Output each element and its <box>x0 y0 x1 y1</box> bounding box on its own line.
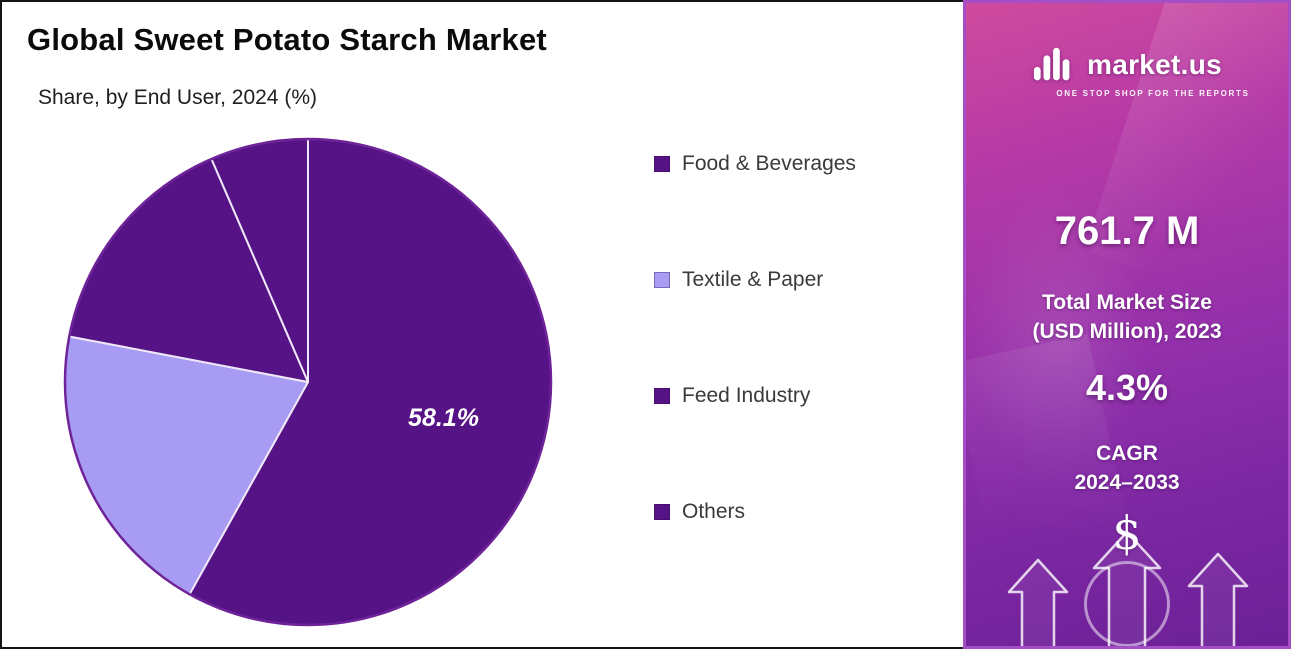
chart-legend: Food & Beverages Textile & Paper Feed In… <box>654 152 856 524</box>
legend-item-textile-paper: Textile & Paper <box>654 268 856 292</box>
legend-swatch <box>654 156 670 172</box>
legend-label: Food & Beverages <box>682 152 856 175</box>
cup-decoration <box>1084 561 1170 646</box>
legend-swatch <box>654 388 670 404</box>
legend-label: Others <box>682 500 746 523</box>
chart-area: Global Sweet Potato Starch Market Share,… <box>0 0 963 649</box>
pie-data-label: 58.1% <box>408 404 479 432</box>
page-title: Global Sweet Potato Starch Market <box>27 22 547 57</box>
market-size-value: 761.7 M <box>1054 209 1200 253</box>
market-size-label: Total Market Size (USD Million), 2023 <box>966 289 1288 347</box>
legend-swatch <box>654 504 670 520</box>
cagr-value: 4.3% <box>1085 367 1169 408</box>
cagr-label-line1: CAGR <box>1096 442 1158 465</box>
legend-item-feed-industry: Feed Industry <box>654 384 856 408</box>
legend-item-food-beverages: Food & Beverages <box>654 152 856 176</box>
marketus-logo-icon <box>1033 47 1070 81</box>
legend-label: Textile & Paper <box>682 268 824 291</box>
market-size-label-line2: (USD Million), 2023 <box>1032 319 1222 343</box>
market-size-label-line1: Total Market Size <box>1042 291 1212 314</box>
up-arrow-icon <box>1092 530 1162 646</box>
legend-label: Feed Industry <box>682 384 811 407</box>
marketus-logo-row: market.us <box>1032 45 1222 85</box>
growth-arrows-decoration <box>1007 530 1249 646</box>
up-arrow-icon <box>1187 552 1249 646</box>
brand-tagline: ONE STOP SHOP FOR THE REPORTS <box>1056 89 1250 98</box>
cagr-label: CAGR 2024–2033 <box>966 440 1288 498</box>
chart-subtitle: Share, by End User, 2024 (%) <box>38 86 317 109</box>
brand-name: market.us <box>1087 49 1222 80</box>
up-arrow-icon <box>1007 558 1069 646</box>
cagr-label-line2: 2024–2033 <box>1074 470 1180 494</box>
pie-chart: 58.1% <box>63 137 553 627</box>
marketus-logo: market.us ONE STOP SHOP FOR THE REPORTS <box>966 45 1288 98</box>
legend-swatch <box>654 272 670 288</box>
brand-panel: market.us ONE STOP SHOP FOR THE REPORTS … <box>963 0 1291 649</box>
legend-item-others: Others <box>654 500 856 524</box>
pie-outline <box>63 137 553 627</box>
